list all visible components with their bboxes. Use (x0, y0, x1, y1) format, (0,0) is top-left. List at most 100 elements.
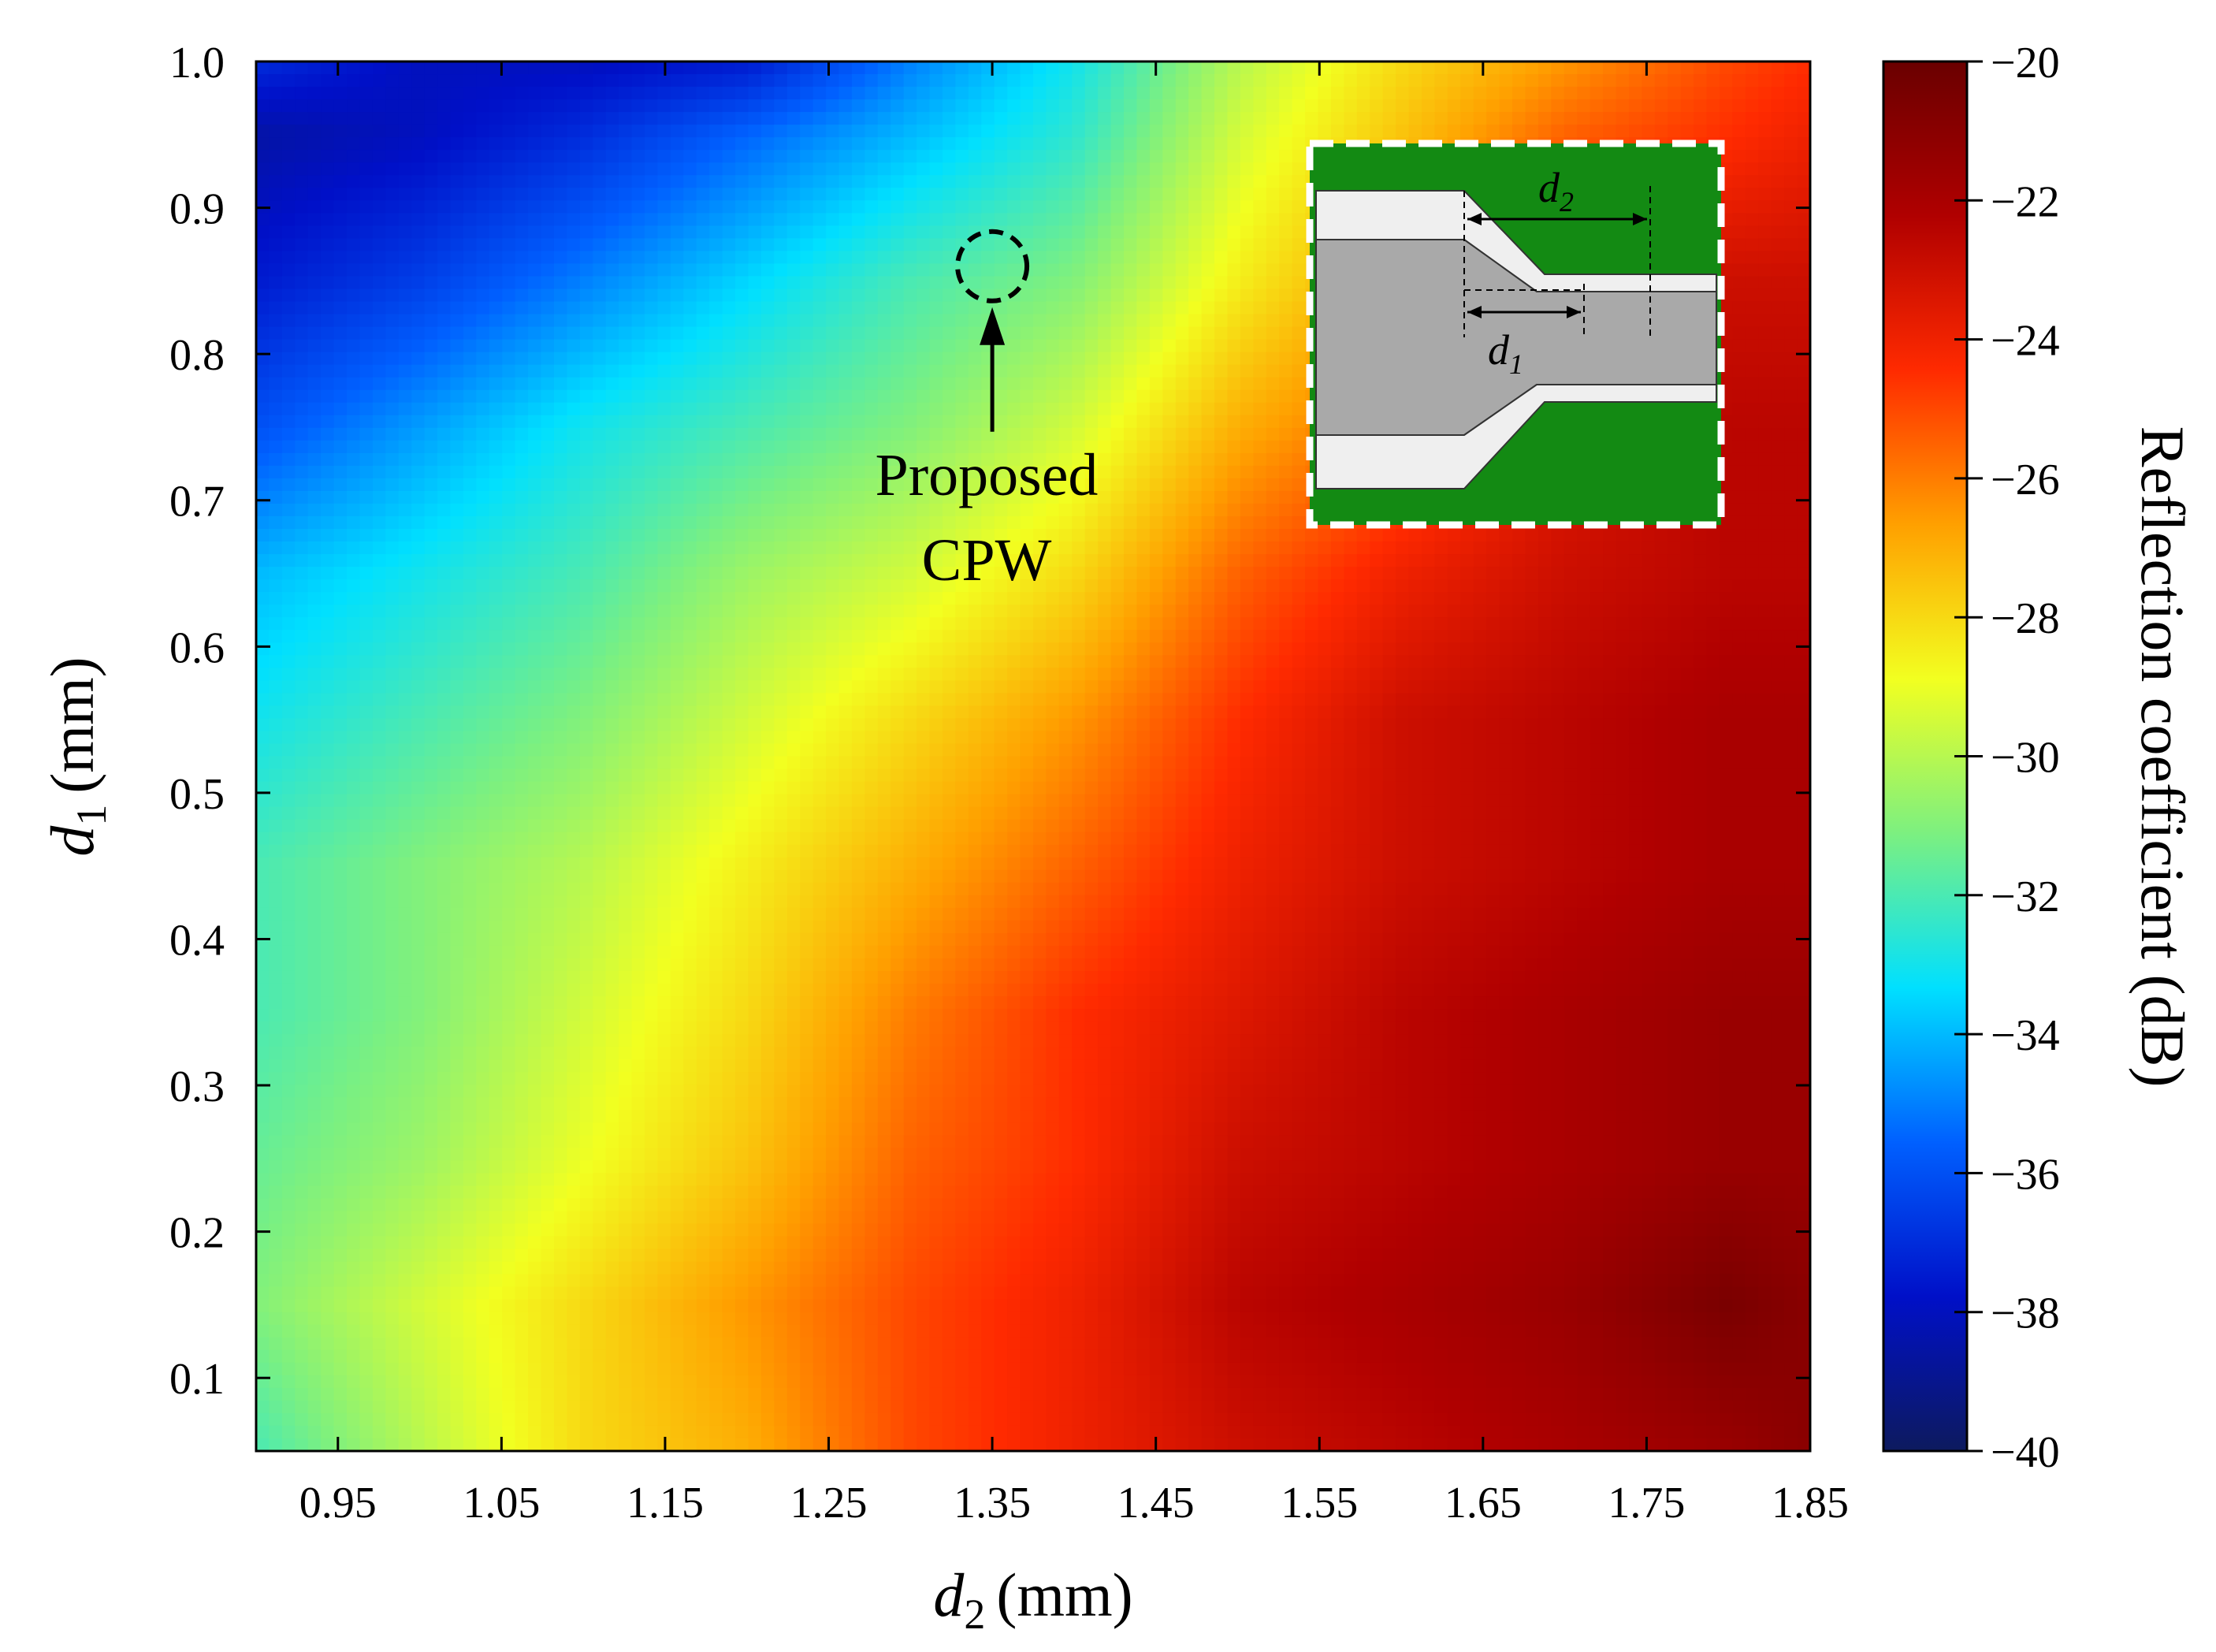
heatmap-cell (450, 1072, 464, 1086)
heatmap-cell (774, 125, 788, 138)
heatmap-cell (372, 920, 387, 934)
heatmap-cell (800, 1021, 814, 1035)
heatmap-cell (347, 932, 361, 947)
heatmap-cell (670, 61, 685, 75)
heatmap-cell (256, 832, 270, 846)
heatmap-cell (838, 478, 853, 492)
heatmap-cell (683, 718, 697, 732)
heatmap-cell (645, 1047, 659, 1060)
heatmap-cell (385, 882, 400, 896)
heatmap-cell (450, 1097, 464, 1111)
heatmap-cell (786, 1160, 801, 1174)
heatmap-cell (372, 857, 387, 871)
heatmap-cell (619, 276, 633, 290)
heatmap-cell (528, 1148, 542, 1162)
heatmap-cell (450, 705, 464, 720)
heatmap-cell (424, 743, 438, 757)
heatmap-cell (528, 326, 542, 340)
heatmap-cell (307, 920, 322, 934)
heatmap-cell (696, 503, 710, 517)
heatmap-cell (579, 150, 594, 164)
heatmap-cell (307, 869, 322, 884)
heatmap-cell (281, 844, 296, 858)
heatmap-cell (489, 983, 504, 997)
heatmap-cell (450, 869, 464, 884)
heatmap-cell (372, 364, 387, 378)
heatmap-cell (347, 1097, 361, 1111)
heatmap-cell (800, 806, 814, 820)
heatmap-cell (593, 125, 607, 138)
heatmap-cell (463, 983, 478, 997)
heatmap-cell (696, 1160, 710, 1174)
heatmap-cell (333, 352, 348, 366)
heatmap-cell (631, 541, 645, 555)
heatmap-cell (333, 806, 348, 820)
heatmap-cell (411, 592, 426, 605)
heatmap-cell (463, 996, 478, 1010)
heatmap-cell (476, 718, 490, 732)
heatmap-cell (385, 996, 400, 1010)
heatmap-cell (281, 1009, 296, 1022)
heatmap-cell (605, 920, 619, 934)
heatmap-cell (321, 1438, 335, 1451)
heatmap-cell (553, 1009, 568, 1022)
heatmap-cell (567, 326, 581, 340)
heatmap-cell (502, 1021, 516, 1035)
heatmap-cell (683, 503, 697, 517)
heatmap-cell (760, 213, 775, 227)
heatmap-cell (463, 162, 478, 177)
heatmap-cell (372, 680, 387, 694)
heatmap-cell (281, 339, 296, 353)
heatmap-cell (774, 920, 788, 934)
heatmap-cell (774, 301, 788, 315)
heatmap-cell (502, 137, 516, 151)
heatmap-cell (593, 642, 607, 657)
heatmap-cell (567, 743, 581, 757)
heatmap-cell (541, 288, 555, 303)
heatmap-cell (295, 970, 309, 984)
heatmap-cell (760, 731, 775, 745)
heatmap-cell (774, 225, 788, 240)
heatmap-cell (631, 1274, 645, 1288)
heatmap-cell (553, 932, 568, 947)
heatmap-cell (450, 857, 464, 871)
heatmap-cell (579, 478, 594, 492)
heatmap-cell (812, 61, 827, 75)
heatmap-cell (774, 882, 788, 896)
heatmap-cell (645, 1009, 659, 1022)
heatmap-cell (450, 452, 464, 467)
heatmap-cell (645, 314, 659, 328)
heatmap-cell (385, 74, 400, 87)
heatmap-cell (826, 200, 840, 214)
heatmap-cell (372, 415, 387, 429)
heatmap-cell (269, 1286, 283, 1300)
heatmap-cell (489, 125, 504, 138)
heatmap-cell (502, 642, 516, 657)
heatmap-cell (281, 869, 296, 884)
heatmap-cell (696, 1034, 710, 1047)
heatmap-cell (786, 1223, 801, 1237)
heatmap-cell (696, 554, 710, 567)
heatmap-cell (619, 781, 633, 795)
heatmap-cell (463, 579, 478, 593)
heatmap-cell (826, 352, 840, 366)
heatmap-cell (696, 718, 710, 732)
heatmap-cell (385, 402, 400, 416)
heatmap-cell (359, 819, 374, 833)
heatmap-cell (645, 200, 659, 214)
heatmap-cell (722, 1375, 736, 1389)
heatmap-cell (437, 1034, 452, 1047)
heatmap-cell (398, 1059, 412, 1073)
heatmap-cell (786, 465, 801, 479)
heatmap-cell (424, 1185, 438, 1200)
heatmap-cell (786, 907, 801, 921)
heatmap-cell (800, 592, 814, 605)
heatmap-cell (269, 983, 283, 997)
heatmap-cell (385, 125, 400, 138)
heatmap-cell (838, 339, 853, 353)
heatmap-cell (541, 605, 555, 618)
heatmap-cell (593, 440, 607, 454)
heatmap-cell (683, 996, 697, 1010)
heatmap-cell (385, 1223, 400, 1237)
heatmap-cell (748, 920, 762, 934)
